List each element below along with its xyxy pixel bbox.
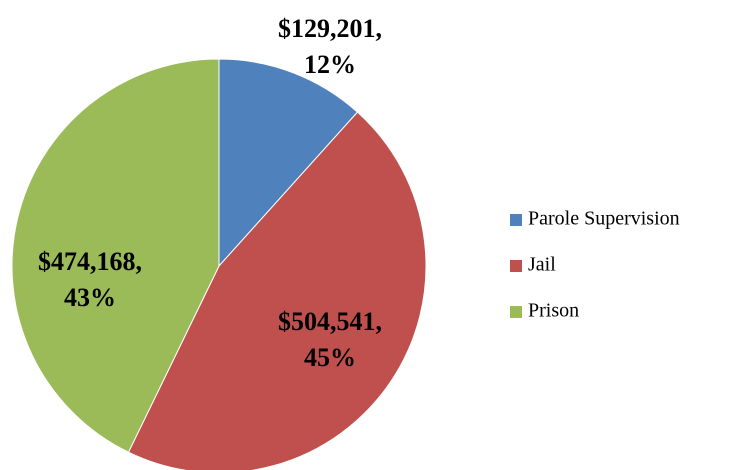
legend-swatch bbox=[510, 306, 522, 318]
pie-slice bbox=[127, 111, 427, 470]
data-label: $129,201, bbox=[278, 14, 382, 43]
data-label: $474,168, bbox=[38, 247, 142, 276]
legend-label: Prison bbox=[528, 300, 579, 322]
legend-label: Jail bbox=[528, 254, 556, 276]
pie-slice bbox=[11, 58, 220, 453]
legend-label: Parole Supervision bbox=[528, 208, 680, 230]
data-label-percent: 43% bbox=[64, 283, 116, 312]
legend-swatch bbox=[510, 214, 522, 226]
data-label: $504,541, bbox=[278, 307, 382, 336]
pie-slice bbox=[218, 58, 359, 268]
data-label-percent: 12% bbox=[304, 50, 356, 79]
data-label-percent: 45% bbox=[304, 343, 356, 372]
legend-swatch bbox=[510, 260, 522, 272]
